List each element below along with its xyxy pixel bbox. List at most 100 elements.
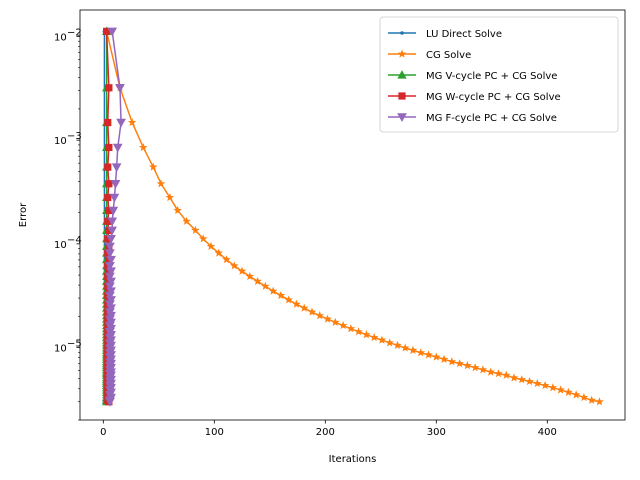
data-point: [105, 249, 115, 259]
data-point: [284, 295, 293, 304]
legend-label: MG V-cycle PC + CG Solve: [426, 71, 557, 82]
data-point: [107, 27, 118, 37]
data-point: [408, 345, 418, 354]
data-point: [191, 225, 200, 234]
data-point: [486, 367, 495, 376]
data-point: [105, 261, 115, 271]
y-tick-exponent: −5: [67, 339, 82, 350]
data-point: [268, 286, 278, 295]
data-point: [261, 281, 270, 290]
data-point: [106, 234, 116, 244]
data-point: [104, 118, 112, 127]
data-point: [237, 266, 247, 275]
legend-label: CG Solve: [426, 50, 471, 61]
data-point: [424, 350, 433, 359]
data-point: [525, 377, 534, 386]
data-point: [439, 354, 449, 363]
data-point: [105, 398, 115, 407]
data-point: [108, 206, 119, 216]
data-point: [109, 193, 120, 203]
data-point: [156, 179, 166, 188]
data-point: [106, 267, 116, 277]
data-point: [540, 381, 550, 390]
legend-marker: [397, 70, 407, 79]
data-point: [104, 193, 112, 202]
data-point: [299, 303, 309, 312]
data-point: [517, 375, 527, 384]
x-tick-label: 200: [316, 427, 335, 438]
data-point: [107, 217, 118, 227]
data-point: [104, 235, 112, 243]
data-point: [463, 361, 472, 370]
data-point: [393, 340, 402, 349]
data-point: [470, 363, 480, 372]
data-point: [105, 272, 115, 282]
data-point: [206, 241, 216, 251]
data-point: [385, 338, 394, 347]
legend-entry: MG F-cycle PC + CG Solve: [388, 113, 557, 124]
legend-entry: MG W-cycle PC + CG Solve: [388, 92, 561, 103]
y-tick-label: 10: [54, 344, 67, 355]
data-point: [338, 321, 348, 330]
data-point: [315, 311, 325, 320]
data-point: [105, 180, 113, 188]
data-point: [106, 255, 116, 265]
data-point: [198, 234, 208, 243]
legend-entry: MG V-cycle PC + CG Solve: [388, 70, 557, 82]
data-point: [548, 383, 558, 392]
y-tick-label: 10: [54, 136, 67, 147]
x-tick-label: 100: [205, 427, 224, 438]
data-point: [494, 369, 503, 378]
x-tick-label: 300: [427, 427, 446, 438]
data-point: [112, 143, 123, 153]
y-tick-label: 10: [54, 32, 67, 43]
data-point: [556, 385, 565, 394]
data-point: [292, 299, 301, 308]
data-point: [138, 142, 148, 152]
data-point: [105, 242, 115, 252]
data-point: [307, 307, 317, 316]
x-tick-label: 0: [100, 427, 106, 438]
data-point: [104, 217, 112, 225]
legend-marker: [397, 113, 407, 123]
data-point: [173, 205, 182, 215]
data-point: [595, 397, 604, 406]
data-point: [148, 162, 158, 171]
plot-frame: [79, 9, 626, 421]
legend-label: MG W-cycle PC + CG Solve: [426, 92, 561, 103]
data-point: [323, 314, 332, 323]
legend-marker: [400, 31, 404, 35]
legend: LU Direct Solve CG Solve MG V-cycle PC + C…: [379, 16, 619, 133]
data-point: [331, 317, 340, 326]
data-point: [105, 206, 113, 215]
data-point: [104, 163, 112, 171]
x-tick-label: 400: [538, 427, 557, 438]
data-point: [478, 365, 488, 374]
data-point: [253, 276, 262, 285]
legend-label: LU Direct Solve: [426, 29, 502, 40]
data-point: [127, 118, 137, 127]
legend-label: MG F-cycle PC + CG Solve: [426, 113, 557, 124]
legend-marker: [398, 92, 406, 100]
legend-marker: [397, 49, 407, 58]
y-tick-exponent: −3: [67, 131, 82, 142]
data-point: [533, 378, 542, 388]
data-point: [182, 216, 191, 225]
data-point: [245, 271, 255, 281]
data-point: [165, 192, 175, 202]
data-point: [115, 84, 125, 93]
data-point: [354, 327, 363, 336]
data-point: [103, 27, 111, 35]
legend-entry: CG Solve: [388, 49, 471, 61]
data-point: [105, 143, 113, 152]
data-point: [110, 179, 121, 189]
data-point: [369, 332, 379, 342]
data-point: [564, 387, 573, 396]
data-point: [106, 277, 116, 287]
data-point: [501, 370, 511, 379]
data-point: [230, 261, 239, 270]
data-point: [105, 291, 115, 301]
data-point: [105, 84, 113, 92]
data-point: [579, 392, 589, 402]
